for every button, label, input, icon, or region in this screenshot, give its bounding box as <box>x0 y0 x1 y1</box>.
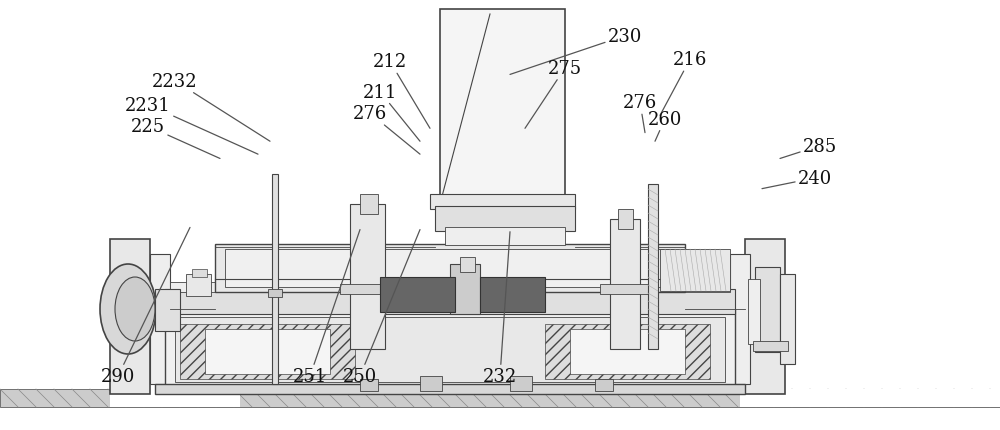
Text: 276: 276 <box>623 94 657 133</box>
Bar <box>186 274 211 296</box>
Bar <box>780 274 795 364</box>
Bar <box>268 289 282 297</box>
Bar <box>155 384 745 394</box>
Bar <box>435 206 575 231</box>
Bar <box>440 10 565 205</box>
Text: 2232: 2232 <box>152 73 270 142</box>
Bar <box>430 194 575 209</box>
Bar <box>110 240 150 394</box>
Bar <box>648 184 658 349</box>
Bar <box>600 284 655 294</box>
Bar <box>165 309 735 389</box>
Bar <box>545 324 710 379</box>
Bar <box>360 194 378 215</box>
Text: 251: 251 <box>293 230 360 385</box>
Bar <box>618 209 633 230</box>
Ellipse shape <box>100 264 156 354</box>
Bar <box>175 317 725 382</box>
Bar <box>170 283 730 292</box>
Bar <box>745 240 785 394</box>
Bar <box>753 341 788 351</box>
Bar <box>660 249 730 291</box>
Text: 2231: 2231 <box>125 96 258 155</box>
Bar <box>610 219 640 349</box>
Bar <box>272 175 278 384</box>
Text: 250: 250 <box>343 230 420 385</box>
Bar <box>192 269 207 277</box>
Bar <box>150 255 170 384</box>
Bar <box>570 329 685 374</box>
Bar <box>740 389 1000 407</box>
Text: 212: 212 <box>373 53 430 129</box>
Text: 260: 260 <box>648 111 682 142</box>
Text: 216: 216 <box>660 51 707 116</box>
Text: 290: 290 <box>101 228 190 385</box>
Bar <box>205 329 330 374</box>
Bar <box>480 277 545 312</box>
Bar <box>110 389 240 407</box>
Bar <box>510 376 532 391</box>
Bar <box>420 376 442 391</box>
Bar <box>0 389 1000 407</box>
Bar <box>350 205 385 349</box>
Text: 230: 230 <box>510 28 642 75</box>
Text: 276: 276 <box>353 105 420 155</box>
Text: 240: 240 <box>762 169 832 189</box>
Bar <box>155 289 180 331</box>
Bar <box>460 258 475 272</box>
Bar <box>360 379 378 391</box>
Bar <box>755 267 780 352</box>
Bar <box>215 244 685 292</box>
Ellipse shape <box>115 277 155 341</box>
Text: 285: 285 <box>780 137 837 159</box>
Text: 211: 211 <box>363 83 420 142</box>
Bar <box>225 249 675 287</box>
Bar <box>595 379 613 391</box>
Text: 225: 225 <box>131 118 220 159</box>
Bar <box>340 284 395 294</box>
Text: 232: 232 <box>483 232 517 385</box>
Text: 275: 275 <box>525 60 582 129</box>
Bar <box>730 255 750 384</box>
Bar <box>165 289 735 314</box>
Bar <box>180 324 355 379</box>
Bar <box>748 280 760 344</box>
Bar <box>380 277 455 312</box>
Bar <box>450 264 480 314</box>
Bar <box>445 227 565 246</box>
